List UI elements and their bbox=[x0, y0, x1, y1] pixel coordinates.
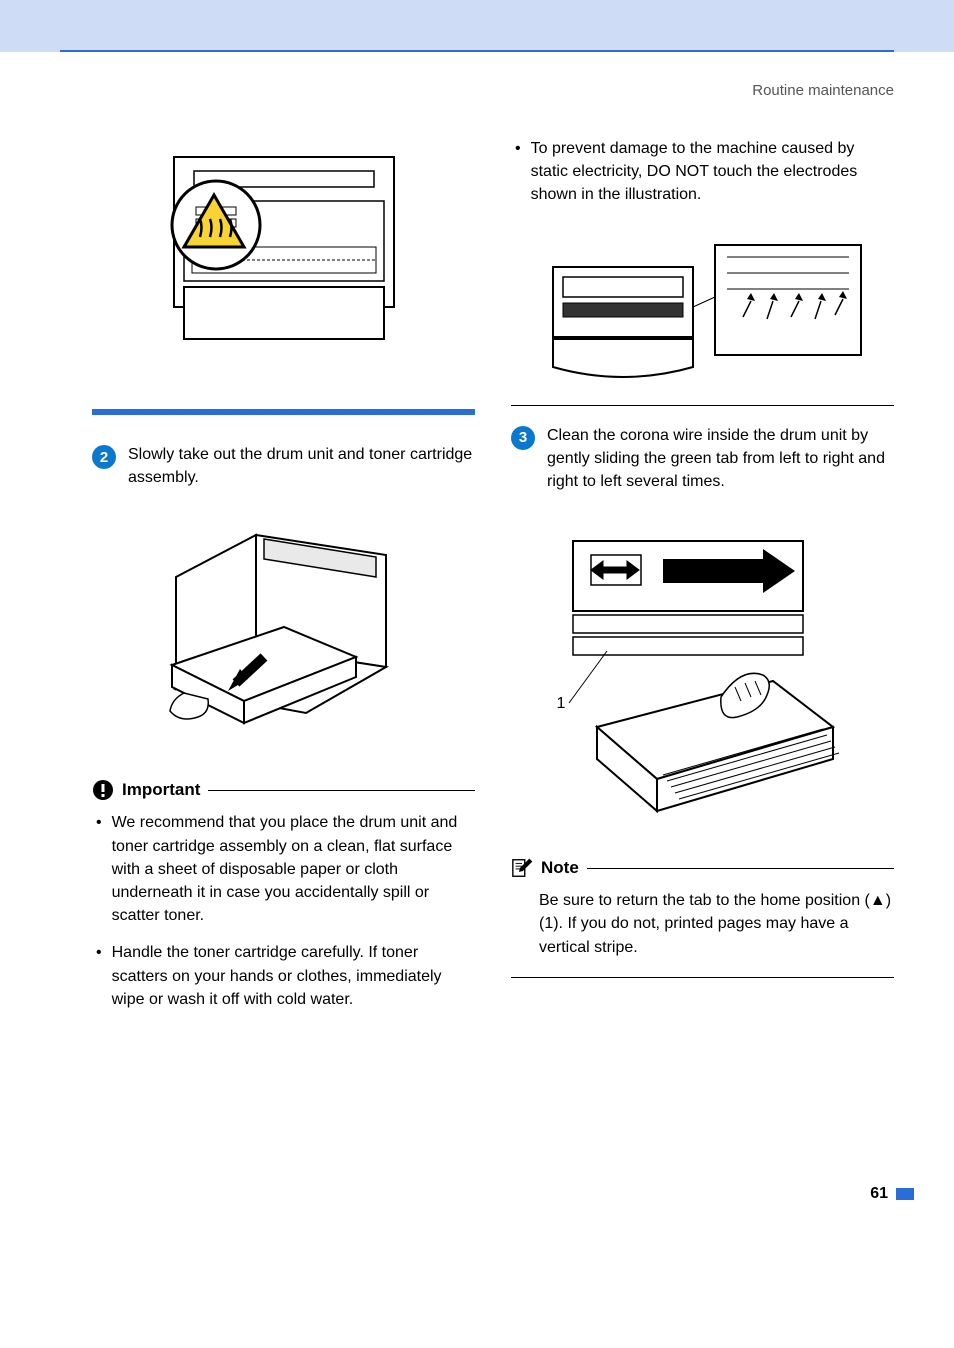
important-item-2: Handle the toner cartridge carefully. If… bbox=[92, 941, 475, 1011]
right-column: To prevent damage to the machine caused … bbox=[511, 137, 894, 1025]
important-icon bbox=[92, 779, 114, 801]
note-text: Be sure to return the tab to the home po… bbox=[511, 889, 894, 959]
step-3: 3 Clean the corona wire inside the drum … bbox=[511, 424, 894, 494]
illustration-electrodes bbox=[533, 227, 873, 387]
section-rule-2 bbox=[511, 977, 894, 978]
note-title: Note bbox=[541, 858, 579, 878]
illustration-drum-remove bbox=[136, 507, 432, 757]
important-title: Important bbox=[122, 780, 200, 800]
section-rule-1 bbox=[511, 405, 894, 406]
left-column: 2 Slowly take out the drum unit and tone… bbox=[92, 137, 475, 1025]
page-body: Routine maintenance bbox=[0, 52, 954, 1243]
page-footer: 61 bbox=[92, 1185, 914, 1203]
important-list: We recommend that you place the drum uni… bbox=[92, 811, 475, 1011]
top-band bbox=[0, 0, 954, 52]
note-header: Note bbox=[511, 857, 894, 879]
blue-underline bbox=[92, 409, 475, 415]
right-bullet-electrodes: To prevent damage to the machine caused … bbox=[511, 137, 894, 207]
page-number-bar bbox=[896, 1188, 914, 1200]
step-number-badge: 3 bbox=[511, 426, 535, 450]
step-2-text: Slowly take out the drum unit and toner … bbox=[128, 443, 475, 489]
step-number-badge: 2 bbox=[92, 445, 116, 469]
section-header: Routine maintenance bbox=[92, 82, 894, 99]
illustration-corona-wire: 1 bbox=[533, 511, 873, 835]
right-intro-list: To prevent damage to the machine caused … bbox=[511, 137, 894, 207]
page-number: 61 bbox=[870, 1185, 888, 1203]
step-3-text: Clean the corona wire inside the drum un… bbox=[547, 424, 894, 494]
note-icon bbox=[511, 857, 533, 879]
step-2: 2 Slowly take out the drum unit and tone… bbox=[92, 443, 475, 489]
important-header: Important bbox=[92, 779, 475, 801]
corona-label-1: 1 bbox=[557, 695, 566, 713]
important-item-1: We recommend that you place the drum uni… bbox=[92, 811, 475, 927]
illustration-printer-hot bbox=[136, 137, 432, 371]
